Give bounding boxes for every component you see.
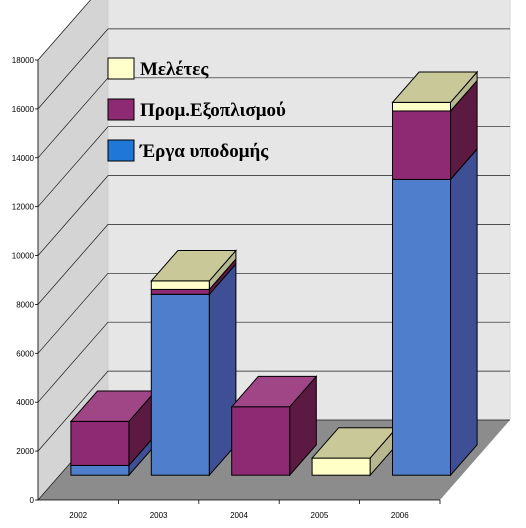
x-tick-label: 2006: [391, 511, 409, 520]
bar-segment-side: [450, 147, 478, 477]
x-tick-label: 2004: [230, 511, 248, 520]
legend-label: Προμ.Εξοπλισμού: [140, 100, 286, 121]
bar-segment: [392, 178, 451, 476]
y-tick-label: 2000: [16, 447, 34, 456]
bars: [69, 70, 479, 477]
y-tick-label: 6000: [16, 349, 34, 358]
bar-segment: [311, 457, 371, 476]
legend-label: Έργα υποδομής: [139, 141, 269, 162]
x-tick-label: 2003: [150, 511, 168, 520]
y-tick-label: 14000: [12, 154, 35, 163]
bar-segment: [231, 406, 291, 476]
bar-segment: [392, 110, 451, 180]
bar-top: [150, 250, 238, 282]
gridline: [37, 28, 510, 110]
y-axis: 0 2000 4000 6000 8000 10000 12000 14000 16000 180…: [12, 56, 39, 505]
y-tick-label: 8000: [16, 300, 34, 309]
bar-segment: [392, 101, 451, 112]
bar-segment: [70, 464, 130, 476]
gridline: [37, 175, 510, 256]
legend-swatch: [107, 57, 135, 80]
legend: Μελέτες Προμ.Εξοπλισμού Έργα υποδομής: [107, 57, 286, 162]
gridline: [37, 0, 91, 61]
bar-segment: [150, 288, 210, 295]
bar-top: [391, 71, 479, 103]
gridline: [37, 224, 510, 305]
gridline: [37, 321, 510, 403]
gridline: [37, 370, 510, 452]
y-tick-label: 10000: [12, 252, 35, 261]
legend-swatch: [107, 139, 135, 162]
gridline: [37, 272, 510, 354]
bar-segment: [150, 280, 210, 290]
bar-segment: [70, 420, 130, 466]
bar-segment: [150, 293, 210, 476]
y-tick-label: 12000: [12, 203, 35, 212]
y-tick-label: 4000: [16, 398, 34, 407]
gridline: [37, 126, 510, 207]
legend-swatch: [107, 98, 135, 121]
y-tick-label: 18000: [12, 56, 35, 65]
legend-label: Μελέτες: [140, 59, 209, 80]
bar-top: [230, 375, 318, 408]
x-axis: 2002 2003 2004 2005 2006: [38, 499, 441, 520]
x-tick-label: 2002: [69, 511, 87, 520]
y-tick-label: 0: [30, 496, 35, 505]
y-tick-label: 16000: [12, 105, 35, 114]
x-tick-label: 2005: [311, 511, 329, 520]
